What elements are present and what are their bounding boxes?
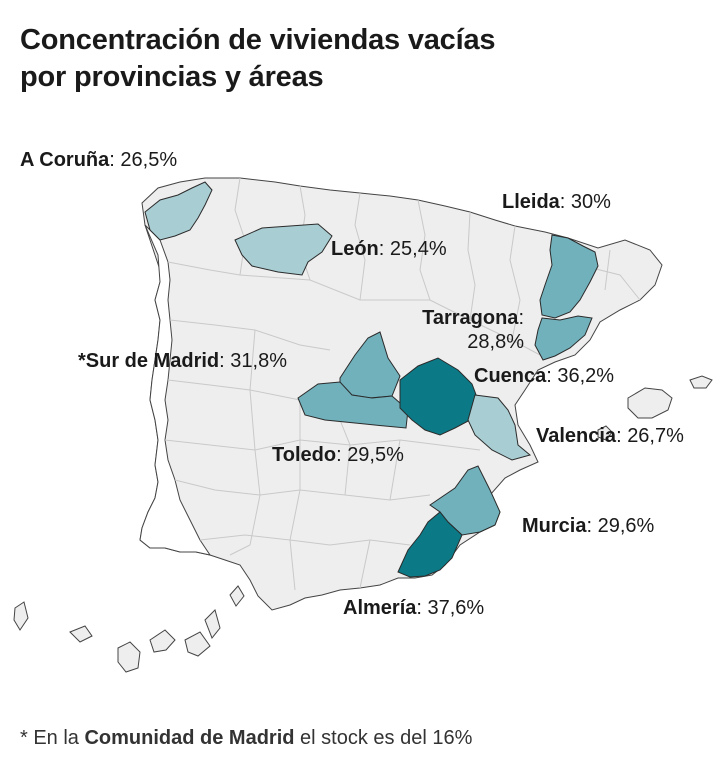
canary-4 <box>149 629 176 653</box>
leon-province <box>234 223 333 276</box>
province-borders <box>164 177 641 591</box>
canary-7 <box>229 585 245 607</box>
highlighted-provinces <box>144 181 599 578</box>
canary-3 <box>117 641 141 673</box>
area-label-almeria: Almería: 37,6% <box>343 597 485 619</box>
area-label-lleida: Lleida: 30% <box>502 191 611 213</box>
menorca-island <box>689 375 713 389</box>
area-label-toledo: Toledo: 29,5% <box>272 444 404 466</box>
almeria-province <box>397 511 463 578</box>
mallorca-island <box>627 387 673 419</box>
toledo-province <box>297 381 409 429</box>
area-label-leon: León: 25,4% <box>331 238 447 260</box>
valencia-province <box>467 394 532 461</box>
canary-2 <box>69 625 93 643</box>
canary-1 <box>13 601 29 631</box>
area-label-sur-de-madrid: *Sur de Madrid: 31,8% <box>78 350 287 372</box>
footnote: * En la Comunidad de Madrid el stock es … <box>20 727 473 749</box>
ibiza-island <box>597 425 613 441</box>
area-label-murcia: Murcia: 29,6% <box>522 515 655 537</box>
area-label-tarragona: Tarragona: 28,8% <box>422 307 524 353</box>
lleida-province <box>539 234 599 319</box>
title-line-2: por provincias y áreas <box>20 61 324 93</box>
map-title: Concentración de viviendas vacías por pr… <box>20 22 496 96</box>
canary-6 <box>204 609 221 639</box>
portugal-outline <box>139 224 212 556</box>
tarragona-province <box>534 315 593 361</box>
islands <box>13 375 713 673</box>
a-coruna-province <box>144 181 213 241</box>
area-label-a-coruna: A Coruña: 26,5% <box>20 149 178 171</box>
title-line-1: Concentración de viviendas vacías <box>20 24 496 56</box>
area-label-cuenca: Cuenca: 36,2% <box>474 365 615 387</box>
canary-5 <box>184 631 211 657</box>
area-label-valencia: Valencia: 26,7% <box>536 425 684 447</box>
